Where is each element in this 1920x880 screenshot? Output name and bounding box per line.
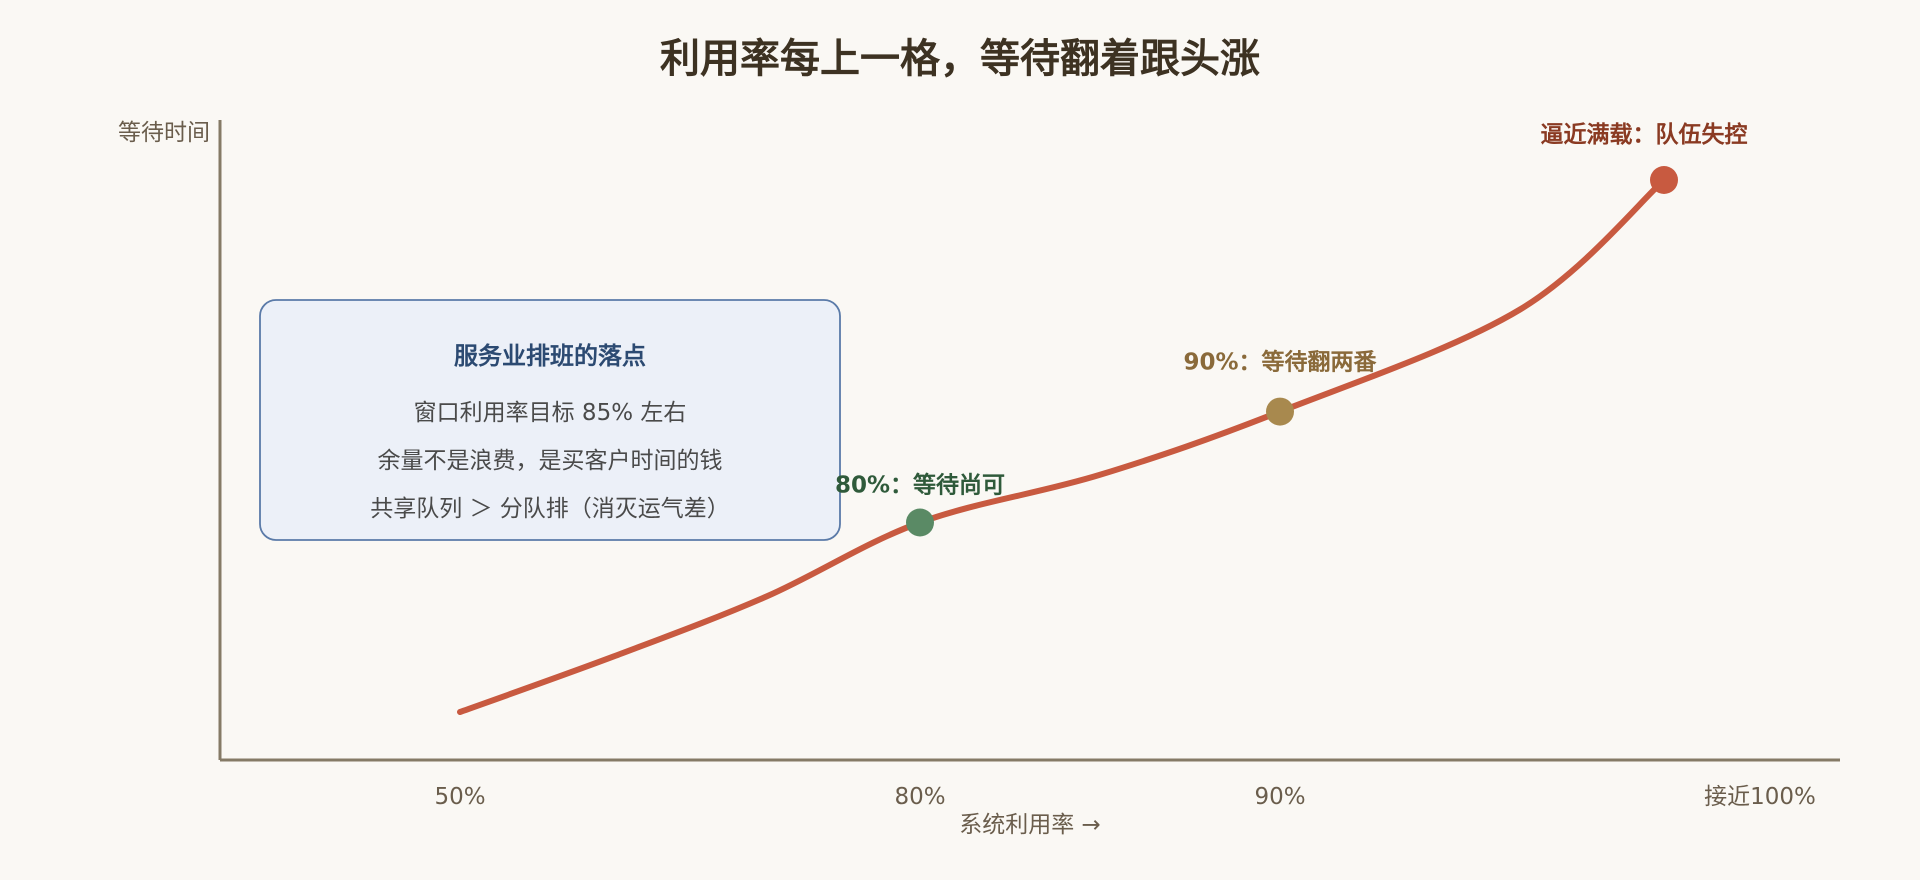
data-point-label: 80%：等待尚可 bbox=[835, 472, 1005, 499]
x-tick-label: 80% bbox=[894, 784, 945, 810]
callout-line: 余量不是浪费，是买客户时间的钱 bbox=[378, 448, 723, 474]
data-point-marker bbox=[1266, 397, 1294, 426]
data-point-label: 逼近满载：队伍失控 bbox=[1541, 121, 1748, 148]
x-tick-label: 接近100% bbox=[1704, 784, 1816, 810]
markers: 80%：等待尚可 90%：等待翻两番 逼近满载：队伍失控 bbox=[835, 121, 1748, 537]
x-axis-label: 系统利用率 → bbox=[959, 812, 1101, 838]
series-line bbox=[457, 177, 1667, 715]
callout-line: 窗口利用率目标 85% 左右 bbox=[414, 400, 687, 426]
callout-line: 共享队列 ＞ 分队排（消灭运气差） bbox=[370, 496, 730, 522]
callout-box: 服务业排班的落点 窗口利用率目标 85% 左右 余量不是浪费，是买客户时间的钱 … bbox=[259, 299, 841, 541]
y-axis-label: 等待时间 bbox=[118, 120, 210, 146]
chart-title: 利用率每上一格，等待翻着跟头涨 bbox=[660, 36, 1260, 82]
data-point-marker bbox=[1650, 166, 1678, 194]
callout-title: 服务业排班的落点 bbox=[454, 342, 646, 370]
callout-frame bbox=[259, 299, 841, 541]
data-point-label: 90%：等待翻两番 bbox=[1183, 349, 1377, 376]
x-tick-label: 50% bbox=[434, 784, 485, 810]
x-tick-label: 90% bbox=[1254, 784, 1305, 810]
data-point-marker bbox=[906, 508, 934, 537]
